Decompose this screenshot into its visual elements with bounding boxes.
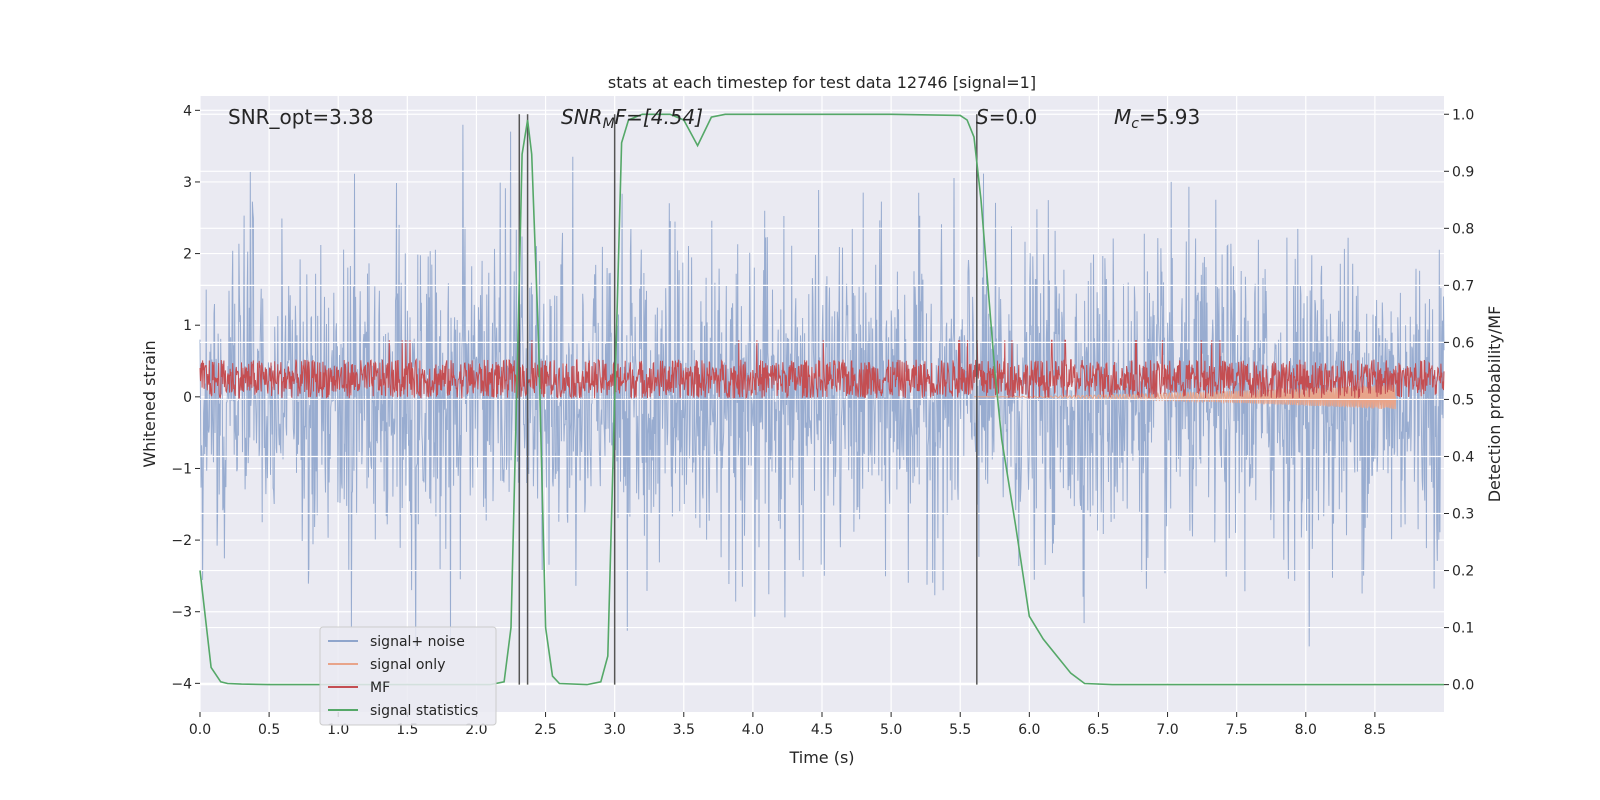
x-tick-label: 2.5 xyxy=(534,722,556,738)
x-tick-label: 1.0 xyxy=(327,722,349,738)
y-right-tick-label: 0.4 xyxy=(1452,449,1474,465)
x-tick-label: 4.0 xyxy=(742,722,764,738)
x-tick-label: 7.0 xyxy=(1156,722,1178,738)
x-tick-label: 6.0 xyxy=(1018,722,1040,738)
y-right-tick-label: 0.3 xyxy=(1452,507,1474,523)
x-tick-label: 4.5 xyxy=(811,722,833,738)
x-tick-label: 0.0 xyxy=(189,722,211,738)
grid-overlay xyxy=(200,113,1444,686)
y-right-tick-label: 1.0 xyxy=(1452,107,1474,123)
signal-only-line xyxy=(974,384,1397,410)
x-tick-label: 2.0 xyxy=(465,722,487,738)
x-ticks: 0.0 0.5 1.0 1.5 2.0 2.5 3.0 3.5 4.0 4.5 5.0 5.5 6.0 6… xyxy=(189,712,1386,738)
y-right-tick-label: 0.1 xyxy=(1452,621,1474,637)
y-right-tick-label: 0.5 xyxy=(1452,392,1474,408)
mf-series xyxy=(199,339,1445,400)
x-tick-label: 8.5 xyxy=(1364,722,1386,738)
x-tick-label: 3.5 xyxy=(673,722,695,738)
y-left-tick-label: −2 xyxy=(171,533,192,549)
y-left-ticks: −4 −3 −2 −1 0 1 2 3 4 xyxy=(171,103,200,692)
y-left-tick-label: −3 xyxy=(171,605,192,621)
y-left-tick-label: −4 xyxy=(171,676,192,692)
x-tick-label: 8.0 xyxy=(1295,722,1317,738)
signal-only-series xyxy=(974,384,1397,410)
y-right-tick-label: 0.7 xyxy=(1452,278,1474,294)
x-tick-label: 5.5 xyxy=(949,722,971,738)
y-right-axis-label: Detection probability/MF xyxy=(1485,306,1504,503)
signal-plus-noise-line xyxy=(199,124,1445,650)
legend-label-signal-only: signal only xyxy=(370,657,445,673)
y-left-tick-label: 0 xyxy=(183,390,192,406)
legend: signal+ noise signal only MF signal stat… xyxy=(319,626,497,726)
x-tick-label: 1.5 xyxy=(396,722,418,738)
annotation-snr-opt: SNR_opt=3.38 xyxy=(228,105,374,129)
x-tick-label: 0.5 xyxy=(258,722,280,738)
y-right-tick-label: 0.2 xyxy=(1452,564,1474,580)
y-left-tick-label: 2 xyxy=(183,247,192,263)
y-left-tick-label: 1 xyxy=(183,318,192,334)
annotation-mc: Mc=5.93 xyxy=(1114,105,1200,132)
y-right-ticks: 0.0 0.1 0.2 0.3 0.4 0.5 0.6 0.7 0.8 0.9 1.0 xyxy=(1444,107,1474,694)
annotation-snr-mf: SNRMF=[4.54] xyxy=(561,105,703,132)
y-right-tick-label: 0.8 xyxy=(1452,221,1474,237)
x-axis-label: Time (s) xyxy=(788,748,854,767)
legend-label-signal-statistics: signal statistics xyxy=(370,703,478,719)
signal-plus-noise-series xyxy=(199,124,1445,650)
y-right-tick-label: 0.9 xyxy=(1452,164,1474,180)
y-left-tick-label: 4 xyxy=(183,103,192,119)
y-left-tick-label: −1 xyxy=(171,461,192,477)
annotation-s: S=0.0 xyxy=(976,105,1037,129)
mf-line xyxy=(199,339,1445,400)
legend-label-mf: MF xyxy=(370,680,390,696)
y-left-axis-label: Whitened strain xyxy=(140,340,159,467)
legend-box xyxy=(319,626,497,726)
x-tick-label: 6.5 xyxy=(1087,722,1109,738)
y-right-tick-label: 0.6 xyxy=(1452,335,1474,351)
y-left-tick-label: 3 xyxy=(183,175,192,191)
chart-title: stats at each timestep for test data 127… xyxy=(608,73,1036,92)
x-tick-label: 3.0 xyxy=(604,722,626,738)
x-tick-label: 7.5 xyxy=(1226,722,1248,738)
x-tick-label: 5.0 xyxy=(880,722,902,738)
y-right-tick-label: 0.0 xyxy=(1452,678,1474,694)
legend-label-signal-plus-noise: signal+ noise xyxy=(370,634,465,650)
